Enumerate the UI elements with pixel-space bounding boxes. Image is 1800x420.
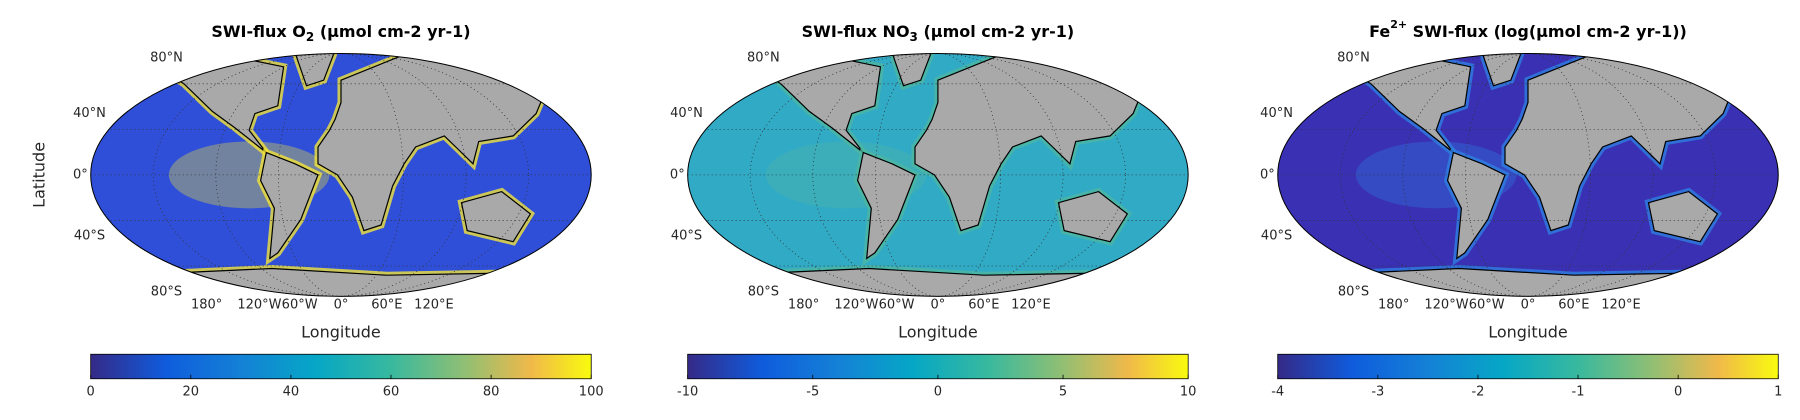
colorbar bbox=[1277, 353, 1779, 380]
colorbar-tick-label: 1 bbox=[1774, 385, 1782, 400]
map-title: Fe2+ SWI-flux (log(μmol cm-2 yr-1)) bbox=[1369, 18, 1687, 41]
land bbox=[1057, 190, 1129, 243]
land bbox=[856, 151, 916, 260]
lat-label: 40°S bbox=[1261, 229, 1292, 244]
lon-label: 120°E bbox=[1601, 298, 1641, 313]
land bbox=[294, 53, 337, 87]
lat-label: 0° bbox=[73, 167, 88, 182]
colorbar-tick-label: 0 bbox=[87, 385, 95, 400]
colorbar-tick-label: 80 bbox=[483, 385, 500, 400]
map-title: SWI-flux O2 (μmol cm-2 yr-1) bbox=[211, 22, 470, 44]
lat-label: 80°S bbox=[1338, 284, 1369, 299]
y-axis-label: Latitude bbox=[30, 142, 49, 208]
colorbar bbox=[687, 353, 1189, 380]
title-part: SWI-flux NO bbox=[802, 22, 910, 41]
lat-label: 0° bbox=[670, 167, 685, 182]
map-panel: SWI-flux NO3 (μmol cm-2 yr-1) 80°N 40°N 0° 4… bbox=[670, 22, 1197, 400]
lon-label: 180° bbox=[191, 298, 222, 313]
land bbox=[317, 53, 549, 232]
land bbox=[1504, 53, 1736, 232]
lon-label: 120°W bbox=[1424, 298, 1468, 313]
colorbar-tick-label: -10 bbox=[677, 385, 698, 400]
lon-label: 60°W bbox=[1469, 298, 1505, 313]
land bbox=[1647, 190, 1719, 243]
lat-label: 80°N bbox=[150, 50, 183, 65]
lat-label: 40°N bbox=[1260, 106, 1293, 121]
lon-label: 120°W bbox=[237, 298, 281, 313]
lon-label: 120°E bbox=[414, 298, 454, 313]
title-part: SWI-flux O bbox=[211, 22, 306, 41]
colorbar-tick-label: 5 bbox=[1059, 385, 1067, 400]
land bbox=[460, 190, 532, 243]
colorbar-tick-label: -1 bbox=[1572, 385, 1585, 400]
colorbar-tick-label: -4 bbox=[1271, 385, 1284, 400]
land bbox=[914, 53, 1146, 232]
lat-label: 40°N bbox=[670, 106, 703, 121]
lat-label: 40°S bbox=[671, 229, 702, 244]
graticule bbox=[812, 53, 1064, 297]
title-part: 3 bbox=[910, 30, 918, 44]
colorbar bbox=[90, 353, 592, 380]
colorbar-tick-label: -3 bbox=[1371, 385, 1384, 400]
colorbar-tick-label: 40 bbox=[283, 385, 300, 400]
map-frame bbox=[90, 52, 592, 297]
lon-label: 0° bbox=[931, 298, 946, 313]
lon-label: 180° bbox=[788, 298, 819, 313]
colorbar-tick-label: 60 bbox=[383, 385, 400, 400]
lat-label: 40°S bbox=[74, 229, 105, 244]
colorbar-tick-label: 20 bbox=[183, 385, 200, 400]
lat-label: 80°S bbox=[151, 284, 182, 299]
graticule bbox=[152, 53, 530, 297]
lat-label: 40°N bbox=[73, 106, 106, 121]
colorbar-tick-label: -2 bbox=[1471, 385, 1484, 400]
lat-label: 0° bbox=[1260, 167, 1275, 182]
map-panel: SWI-flux O2 (μmol cm-2 yr-1) 80°N 40°N 0° 40… bbox=[30, 22, 604, 400]
x-axis-label: Longitude bbox=[1488, 323, 1568, 342]
lon-label: 60°E bbox=[371, 298, 402, 313]
title-part: 2+ bbox=[1390, 18, 1407, 31]
map-panel: Fe2+ SWI-flux (log(μmol cm-2 yr-1)) 80°N 4… bbox=[1260, 18, 1782, 400]
title-part: Fe bbox=[1369, 22, 1390, 41]
title-part: 2 bbox=[306, 30, 314, 44]
land bbox=[891, 53, 934, 87]
lon-label: 60°E bbox=[1558, 298, 1589, 313]
graticule bbox=[1339, 53, 1717, 297]
lat-label: 80°N bbox=[1337, 50, 1370, 65]
map-frame bbox=[1277, 52, 1779, 297]
graticule bbox=[749, 53, 1127, 297]
title-part: (μmol cm-2 yr-1) bbox=[918, 22, 1074, 41]
lon-label: 60°E bbox=[968, 298, 999, 313]
lon-label: 0° bbox=[1521, 298, 1536, 313]
land bbox=[750, 55, 882, 154]
lat-label: 80°S bbox=[748, 284, 779, 299]
colorbar-tick-label: 0 bbox=[1674, 385, 1682, 400]
colorbar-tick-label: 100 bbox=[579, 385, 604, 400]
map-body bbox=[90, 53, 592, 297]
land bbox=[1340, 55, 1472, 154]
land bbox=[259, 151, 319, 260]
lon-label: 60°W bbox=[879, 298, 915, 313]
colorbar-tick-label: 0 bbox=[934, 385, 942, 400]
lon-label: 60°W bbox=[282, 298, 318, 313]
lon-label: 0° bbox=[334, 298, 349, 313]
lat-label: 80°N bbox=[747, 50, 780, 65]
map-title: SWI-flux NO3 (μmol cm-2 yr-1) bbox=[802, 22, 1075, 44]
map-body bbox=[687, 53, 1189, 297]
lon-label: 120°E bbox=[1011, 298, 1051, 313]
lon-label: 180° bbox=[1378, 298, 1409, 313]
x-axis-label: Longitude bbox=[898, 323, 978, 342]
title-part: SWI-flux (log(μmol cm-2 yr-1)) bbox=[1407, 22, 1687, 41]
title-part: (μmol cm-2 yr-1) bbox=[314, 22, 470, 41]
colorbar-tick-label: -5 bbox=[806, 385, 819, 400]
lon-label: 120°W bbox=[834, 298, 878, 313]
map-body bbox=[1277, 53, 1779, 297]
x-axis-label: Longitude bbox=[301, 323, 381, 342]
map-frame bbox=[687, 52, 1189, 297]
colorbar-tick-label: 10 bbox=[1180, 385, 1197, 400]
land bbox=[1481, 53, 1524, 87]
land bbox=[1446, 151, 1506, 260]
land bbox=[153, 55, 285, 154]
